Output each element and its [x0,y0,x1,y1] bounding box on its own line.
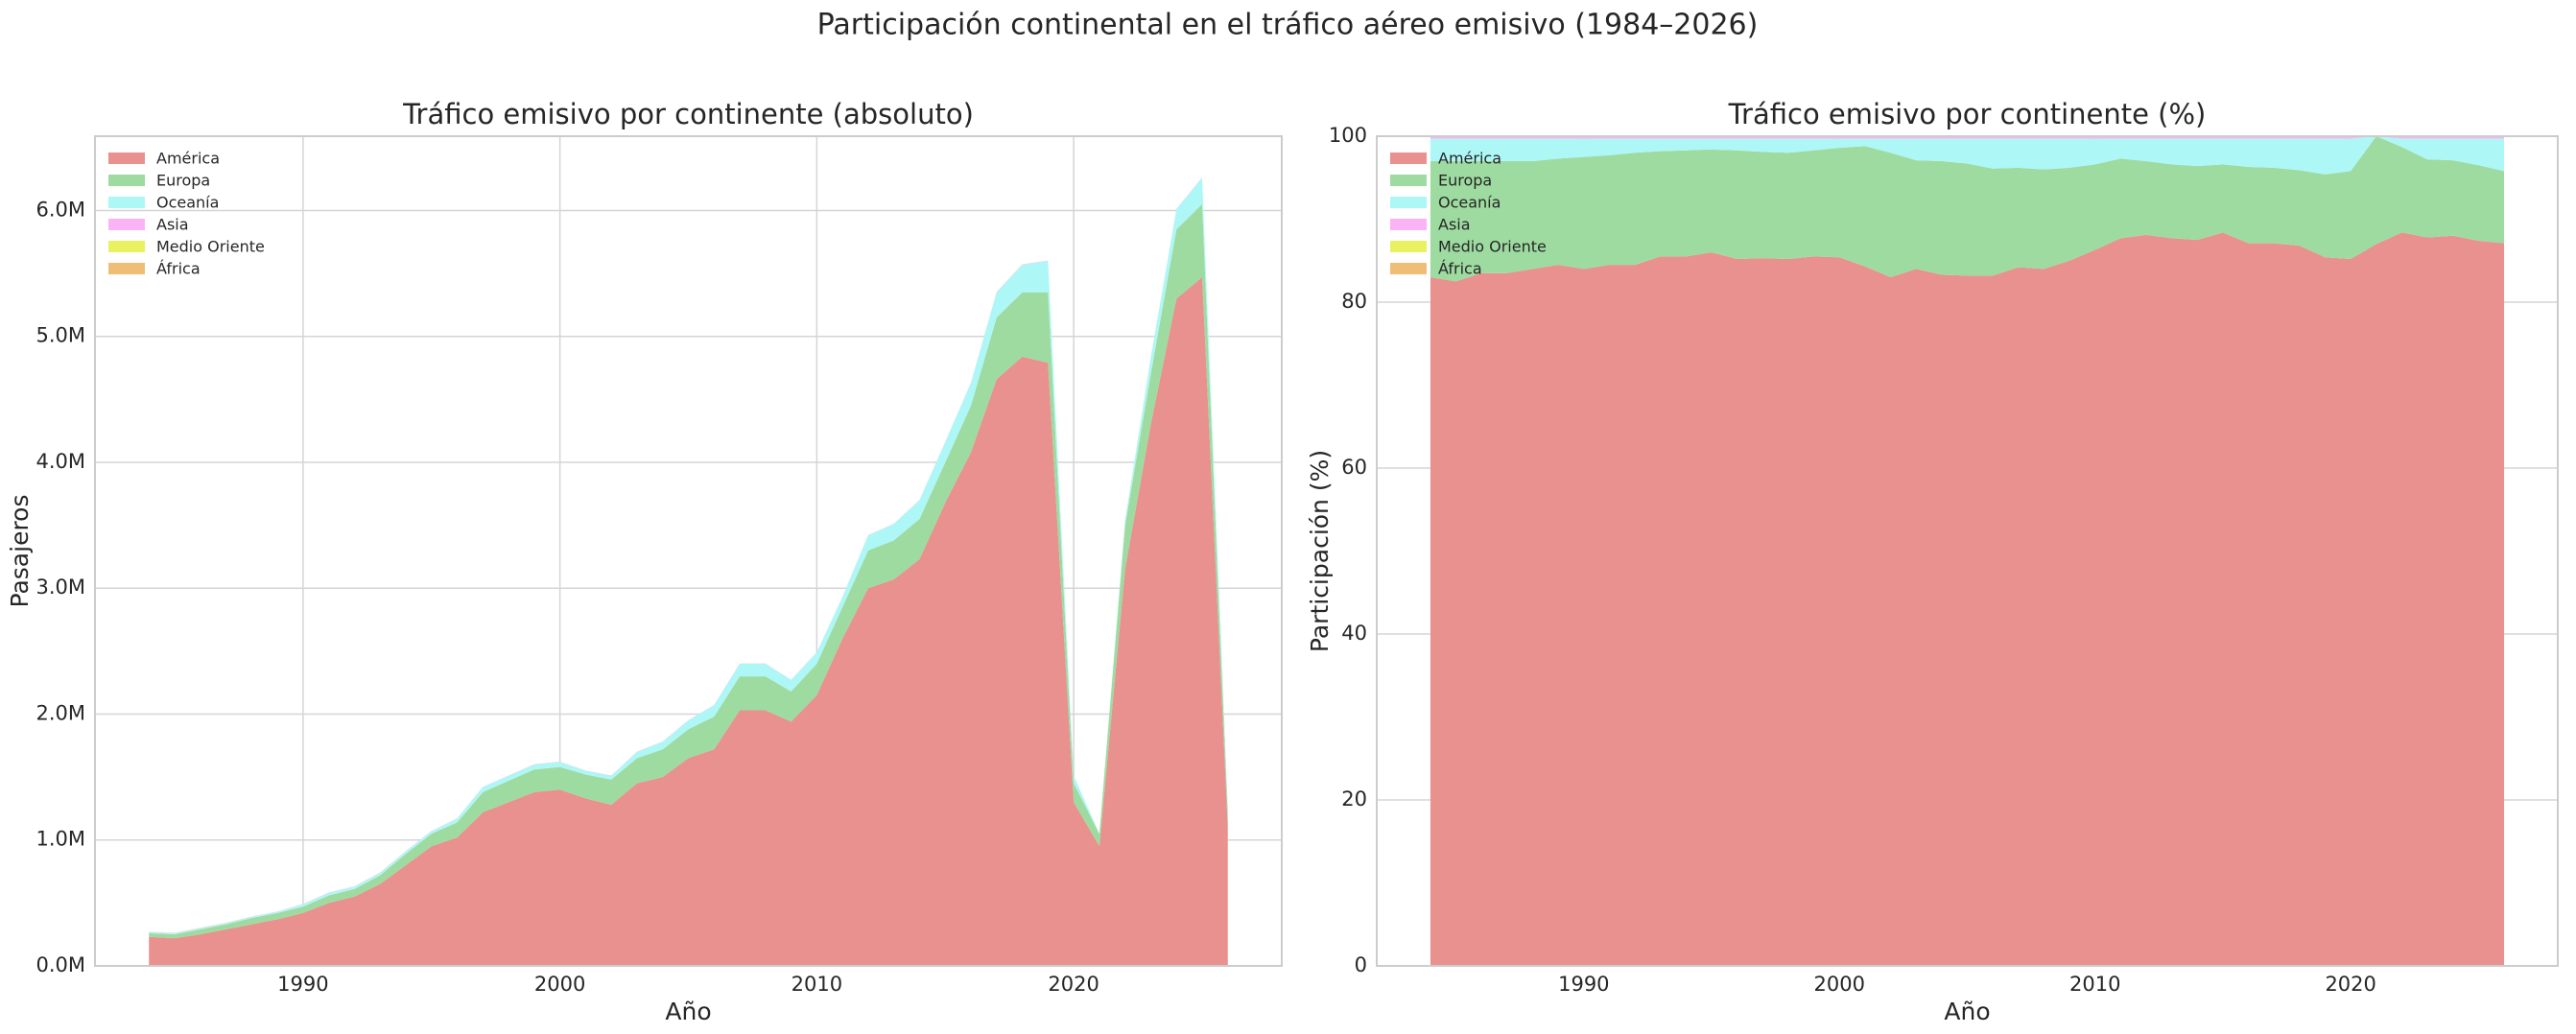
legend-key [108,153,145,164]
y-tick-label: 4.0M [35,450,85,473]
y-tick-label: 100 [1329,124,1367,147]
area [1430,136,2505,282]
legend-key [1390,263,1427,274]
subplot-title: Tráfico emisivo por continente (%) [1728,98,2207,130]
legend-key [1390,241,1427,252]
x-tick-label: 2010 [2069,973,2120,996]
legend-label: América [1438,150,1501,168]
axes-frame [1376,135,2559,967]
legend-label: Medio Oriente [156,238,265,256]
x-tick-label: 2010 [792,973,842,996]
legend-label: Oceanía [1438,194,1501,212]
y-tick-label: 0.0M [35,953,85,976]
legend-label: Asia [156,216,189,234]
area [1430,136,2505,175]
y-tick-label: 0 [1355,953,1367,976]
legend-key [1390,175,1427,186]
y-tick-label: 5.0M [35,324,85,347]
y-axis-label: Pasajeros [6,495,34,608]
x-tick-label: 1990 [1558,973,1609,996]
plot-area [149,176,1228,966]
area [1430,136,2505,139]
legend-label: África [156,260,201,278]
legend-key [108,263,145,274]
legend-label: África [1438,260,1482,278]
axes-frame [94,135,1283,967]
y-tick-label: 20 [1341,787,1367,811]
area [149,277,1228,966]
legend-label: Asia [1438,216,1471,234]
legend-key [108,197,145,208]
x-tick-label: 2020 [1048,973,1099,996]
legend-key [1390,153,1427,164]
x-tick-label: 2020 [2325,973,2375,996]
legend-label: Europa [156,172,210,190]
x-tick-label: 2000 [1814,973,1865,996]
subplot-title: Tráfico emisivo por continente (absoluto… [402,98,974,130]
y-tick-label: 80 [1341,290,1367,313]
y-tick-label: 1.0M [35,828,85,851]
x-axis-label: Año [665,998,711,1025]
legend-key [108,219,145,230]
y-tick-label: 6.0M [35,198,85,221]
legend-label: Medio Oriente [1438,238,1547,256]
x-tick-label: 2000 [534,973,585,996]
y-tick-label: 2.0M [35,701,85,724]
y-tick-label: 60 [1341,456,1367,479]
legend-key [1390,219,1427,230]
figure-title: Participación continental en el tráfico … [817,9,1759,42]
legend-key [108,175,145,186]
x-axis-label: Año [1944,998,1990,1025]
area [1430,232,2505,966]
legend-label: América [156,150,220,168]
x-tick-label: 1990 [277,973,328,996]
y-tick-label: 40 [1341,622,1367,645]
plot-area [1430,136,2505,966]
legend-label: Europa [1438,172,1492,190]
legend-label: Oceanía [156,194,219,212]
y-tick-label: 3.0M [35,576,85,599]
legend-key [108,241,145,252]
y-axis-label: Participación (%) [1306,450,1334,652]
legend-key [1390,197,1427,208]
